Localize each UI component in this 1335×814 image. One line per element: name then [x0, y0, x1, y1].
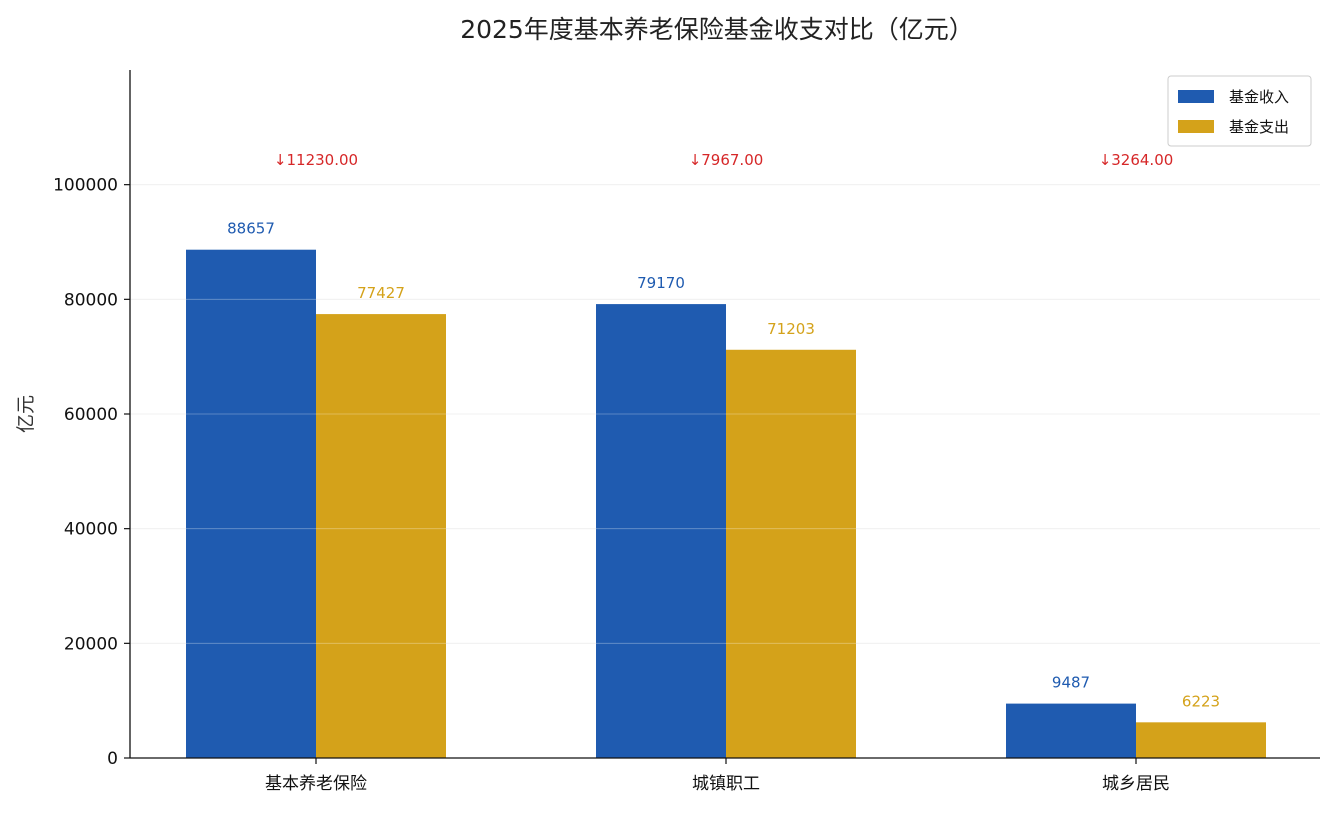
bar-value-label: 6223	[1182, 692, 1220, 710]
bar-expense	[726, 349, 856, 758]
data-labels: 88657 79170 9487 77427 71203 6223 ↓11230.00 ↓79…	[227, 151, 1220, 710]
y-tick-label: 60000	[64, 405, 118, 425]
y-tick-label: 40000	[64, 520, 118, 540]
x-tick-label: 城乡居民	[1102, 774, 1170, 794]
chart-title: 2025年度基本养老保险基金收支对比（亿元）	[460, 15, 974, 44]
difference-annotation: ↓7967.00	[689, 151, 764, 169]
y-tick-label: 0	[107, 749, 118, 769]
bar-income	[1006, 703, 1136, 758]
bar-income	[596, 304, 726, 758]
legend-swatch	[1178, 90, 1214, 103]
x-tick-label: 基本养老保险	[265, 774, 367, 794]
bar-expense	[316, 314, 446, 758]
x-tick-label: 城镇职工	[692, 774, 760, 794]
axes: 0 20000 40000 60000 80000 100000 基本养老保险 城镇职工 城乡居…	[53, 70, 1320, 794]
y-tick-label: 20000	[64, 634, 118, 654]
bar-value-label: 88657	[227, 220, 275, 238]
bar-value-label: 79170	[637, 274, 685, 292]
bars	[130, 184, 1320, 758]
bar-income	[186, 249, 316, 758]
y-axis-label: 亿元	[15, 395, 37, 433]
legend-label: 基金支出	[1229, 118, 1289, 136]
legend-label: 基金收入	[1229, 88, 1289, 106]
legend-swatch	[1178, 120, 1214, 133]
y-tick-label: 80000	[64, 290, 118, 310]
bar-value-label: 9487	[1052, 674, 1090, 692]
bar-value-label: 71203	[767, 320, 815, 338]
y-tick-label: 100000	[53, 176, 118, 196]
difference-annotation: ↓3264.00	[1099, 151, 1174, 169]
bar-value-label: 77427	[357, 284, 405, 302]
bar-expense	[1136, 722, 1266, 758]
difference-annotation: ↓11230.00	[274, 151, 358, 169]
